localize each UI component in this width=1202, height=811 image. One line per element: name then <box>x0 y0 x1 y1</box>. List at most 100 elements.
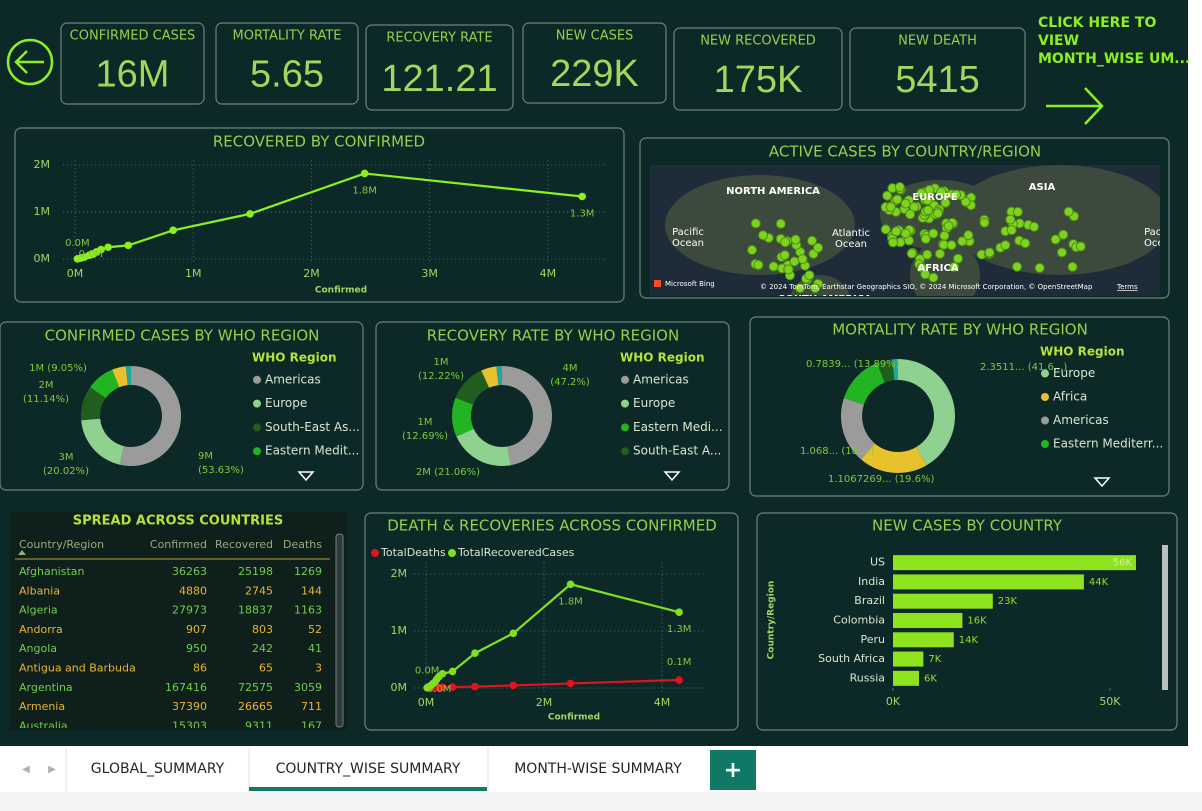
table-cell: Afghanistan <box>19 565 85 578</box>
tab[interactable]: COUNTRY_WISE SUMMARY <box>276 761 461 777</box>
donut-slice <box>81 418 124 465</box>
data-label: 6K <box>924 673 937 684</box>
table-cell: Angola <box>19 642 57 655</box>
map-label: EUROPE <box>912 192 957 203</box>
bar <box>893 670 920 686</box>
table-cell: Argentina <box>19 681 73 694</box>
legend-swatch <box>448 549 456 557</box>
table-cell: 37390 <box>172 700 207 713</box>
tab-nav: ▶ <box>48 764 56 775</box>
table-cell: 86 <box>193 662 207 675</box>
tab-nav: ◀ <box>22 764 30 775</box>
table-cell: 3059 <box>294 681 322 694</box>
kpi-value: 175K <box>714 59 803 101</box>
y-tick-label: South Africa <box>818 652 885 665</box>
donut-slice <box>898 359 955 466</box>
nav-link[interactable]: CLICK HERE TO VIEW MONTH_WISE UM... <box>1038 15 1190 67</box>
point <box>448 667 457 676</box>
legend-label: Europe <box>265 396 307 410</box>
map-bubble <box>957 236 968 247</box>
map-terms: Terms <box>1116 283 1138 291</box>
legend-label: Eastern Medit... <box>265 444 359 458</box>
legend-title: WHO Region <box>1040 345 1125 359</box>
point <box>675 608 683 616</box>
table-cell: 18837 <box>238 604 273 617</box>
data-label: 0.0M <box>79 249 104 260</box>
donut-slice <box>81 387 106 421</box>
table-cell: 1269 <box>294 565 322 578</box>
table-cell: 144 <box>301 584 322 597</box>
x-tick-label: 2M <box>303 267 320 280</box>
map-bubble <box>946 240 957 251</box>
next-arrow[interactable] <box>1046 87 1104 125</box>
table-cell: 2745 <box>245 584 273 597</box>
map-bubble <box>753 259 764 270</box>
map-card <box>639 137 1170 299</box>
map-bubble <box>923 205 934 216</box>
table-cell: Antigua and Barbuda <box>19 662 136 675</box>
data-label: 0.0M <box>415 666 440 677</box>
bar <box>893 574 1084 590</box>
data-label: 44K <box>1089 577 1109 588</box>
y-tick-label: 1M <box>34 205 51 218</box>
legend-label: South-East A... <box>633 444 721 458</box>
legend-label: Europe <box>1053 366 1095 380</box>
data-label: 7K <box>928 654 941 665</box>
data-label: 1.8M <box>558 596 583 607</box>
add-tab-button[interactable] <box>710 750 756 790</box>
data-label: 23K <box>998 596 1018 607</box>
table-cell: 15303 <box>172 719 207 732</box>
table: Country/Region Confirmed Recovered Deaths Af… <box>15 538 330 732</box>
chart-card <box>14 127 625 303</box>
tab[interactable]: MONTH-WISE SUMMARY <box>514 761 682 777</box>
map-bubble <box>952 253 963 264</box>
donut-slice <box>455 370 490 405</box>
map: NORTH AMERICA EUROPE ASIA Pacific Ocean Atlan… <box>650 165 1176 305</box>
data-label: 1.3M <box>570 208 595 219</box>
bar <box>893 651 924 667</box>
chart-title: CONFIRMED CASES BY WHO REGION <box>45 327 320 345</box>
table-cell: 25198 <box>238 565 273 578</box>
map-bubble <box>1000 240 1011 251</box>
table-cell: 242 <box>252 642 273 655</box>
x-axis-title: Confirmed <box>548 713 600 723</box>
table-cell: 36263 <box>172 565 207 578</box>
donut-slice <box>125 366 131 386</box>
data-label: 0.0M <box>427 684 452 695</box>
map-label: AFRICA <box>917 263 958 274</box>
table-cell: 9311 <box>245 719 273 732</box>
point <box>246 210 254 218</box>
legend-more <box>663 471 681 482</box>
map-label: Pacific Ocean <box>1144 227 1176 249</box>
map-bubble <box>1050 234 1061 245</box>
legend-label: Africa <box>1053 390 1087 404</box>
donut-slice <box>843 363 885 405</box>
legend-swatch <box>253 399 261 408</box>
map-bubble <box>768 261 779 272</box>
kpi-card <box>365 24 514 111</box>
x-tick-label: 0M <box>67 267 84 280</box>
map-bubble <box>984 247 995 258</box>
x-tick-label: 2M <box>536 696 553 709</box>
legend-label: South-East As... <box>265 420 360 434</box>
legend-title: WHO Region <box>252 351 337 365</box>
back-button[interactable] <box>6 38 54 86</box>
map-label: SOUTH AMERICA <box>778 294 872 305</box>
legend-more <box>1093 477 1111 488</box>
point <box>124 241 133 250</box>
legend-swatch <box>621 375 629 384</box>
chart-card <box>749 316 1170 497</box>
map-bubble <box>750 218 761 229</box>
tab[interactable]: GLOBAL_SUMMARY <box>91 761 225 777</box>
map-title: ACTIVE CASES BY COUNTRY/REGION <box>769 143 1041 161</box>
legend-label: Eastern Medi... <box>633 420 723 434</box>
map-bubble <box>892 194 903 205</box>
map-bubble <box>891 226 902 237</box>
map-bubble <box>949 261 960 272</box>
table-cell: Australia <box>19 719 68 732</box>
scrollbar <box>335 533 344 728</box>
table-panel <box>10 512 347 730</box>
legend-swatch <box>621 447 629 456</box>
point <box>675 676 683 684</box>
